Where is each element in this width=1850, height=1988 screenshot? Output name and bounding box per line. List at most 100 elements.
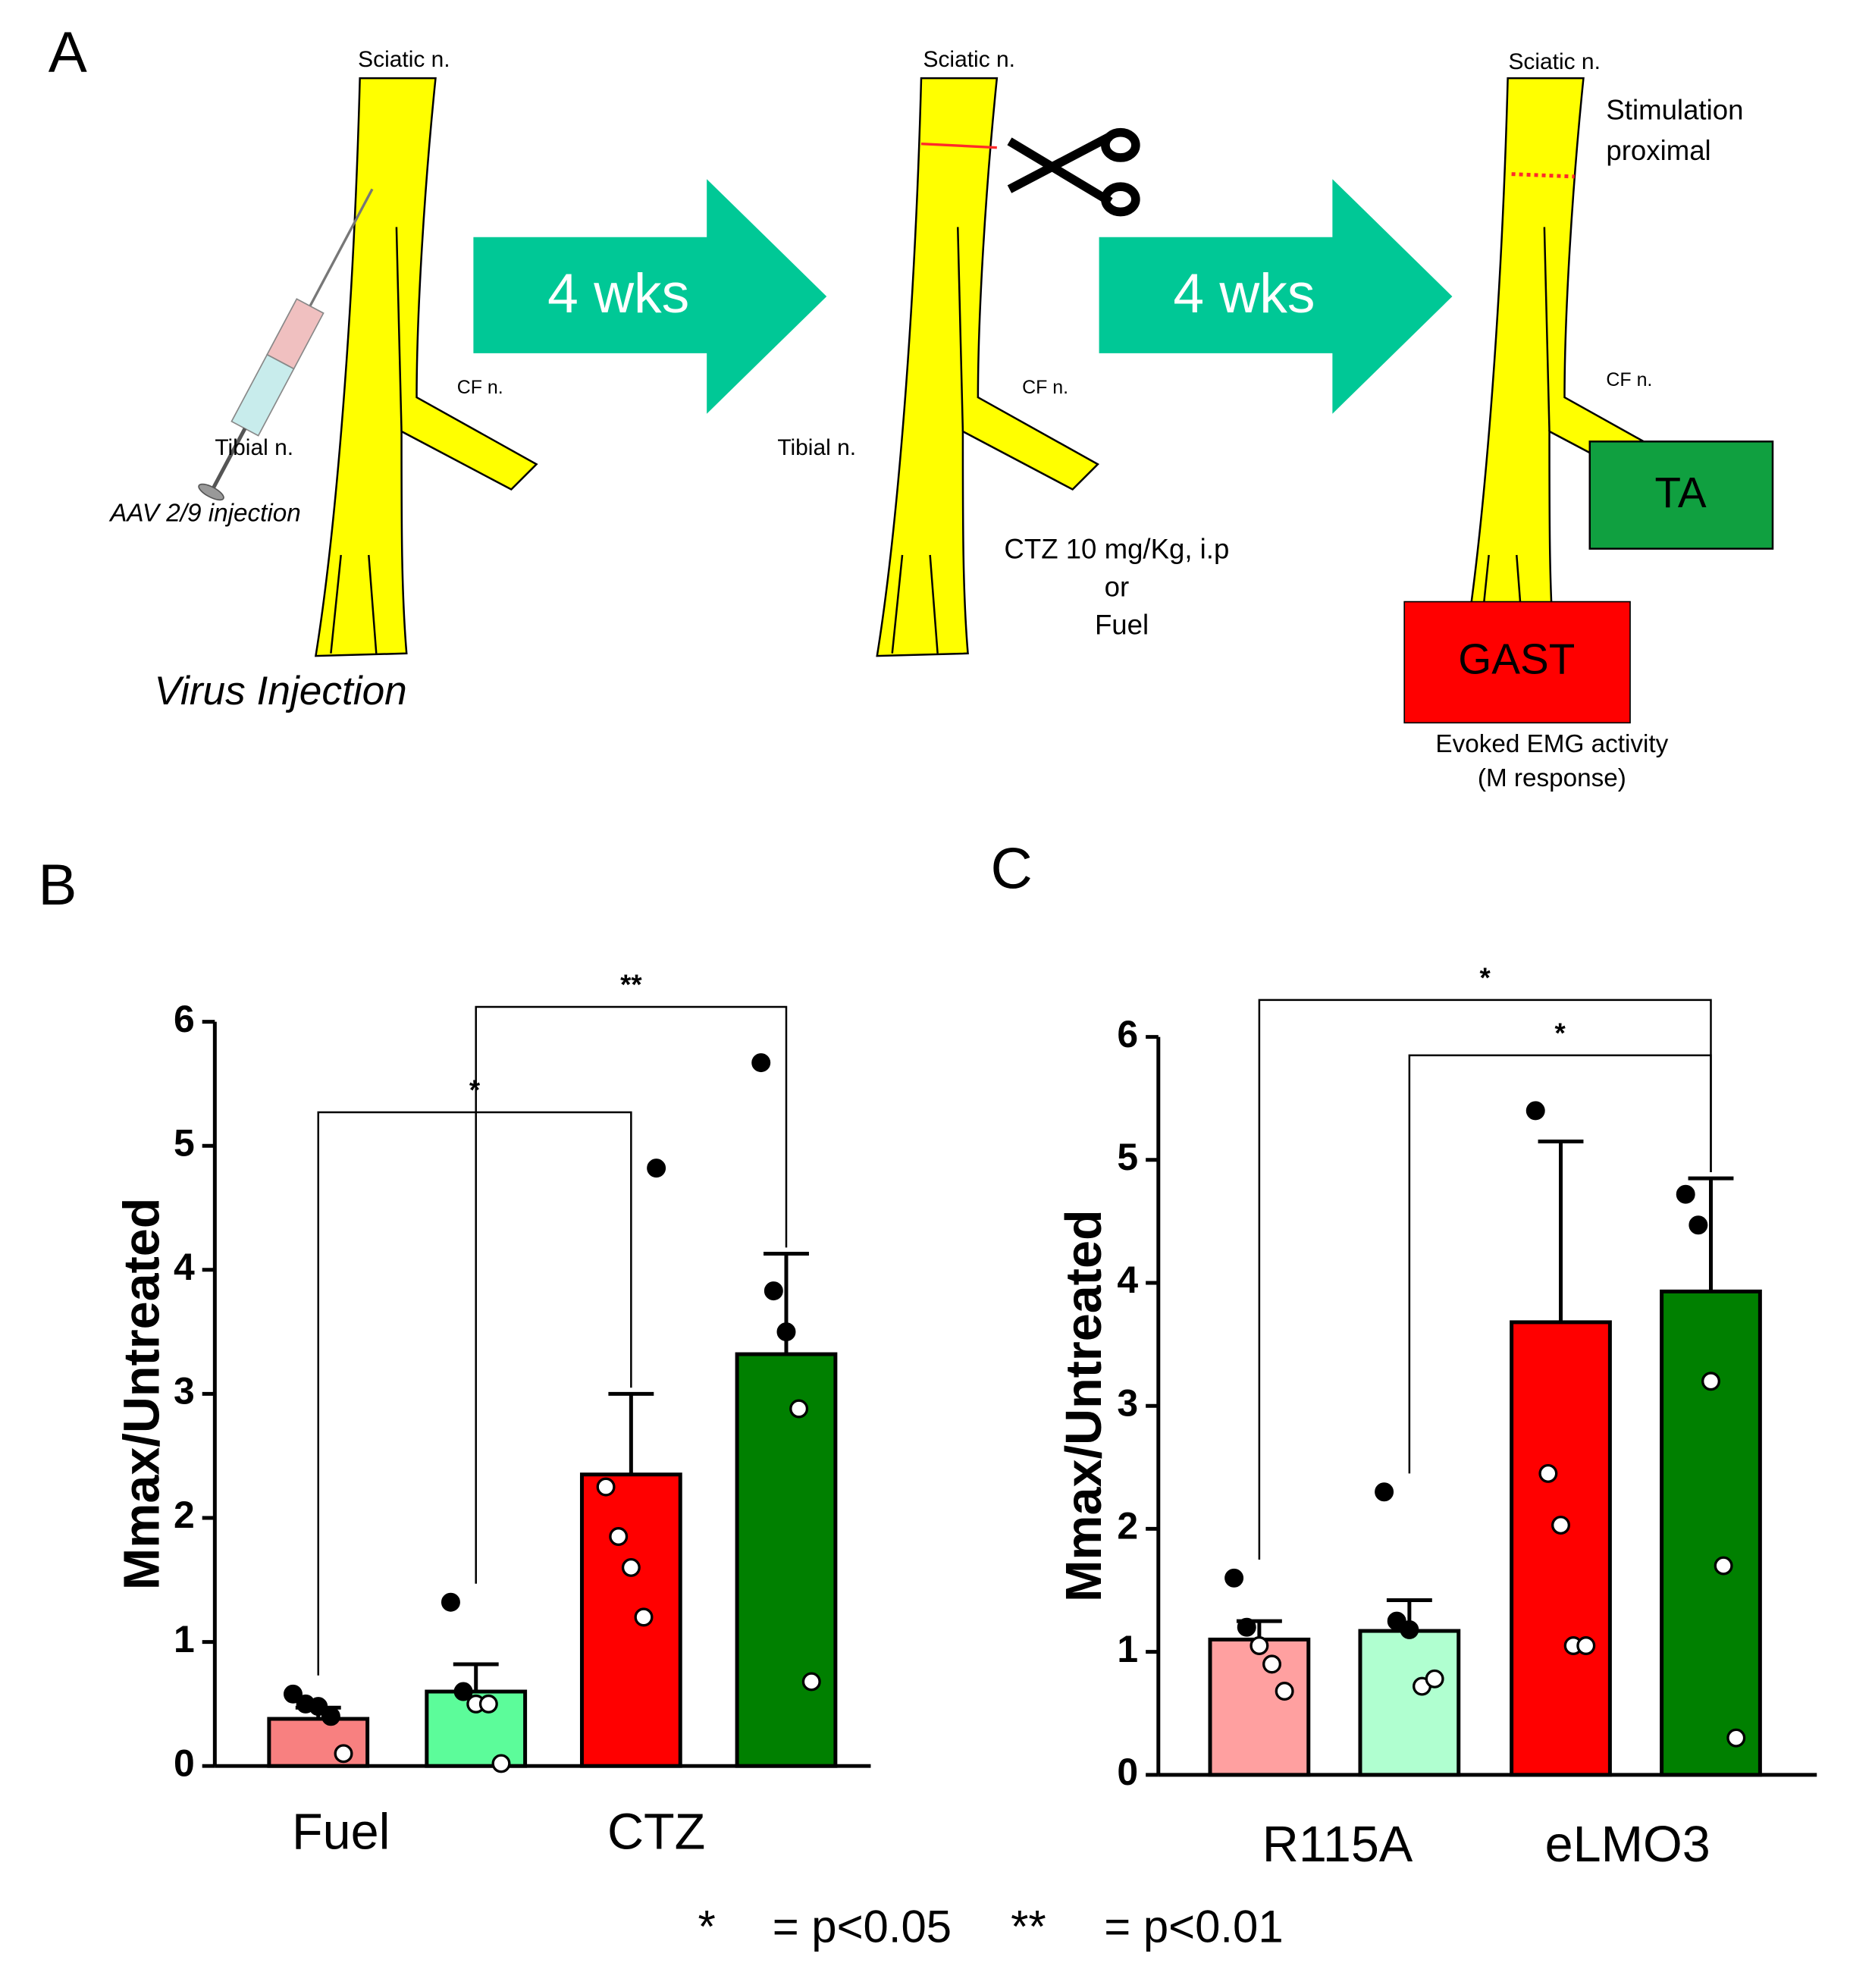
data-point [751, 1053, 771, 1073]
data-point [647, 1159, 666, 1178]
bar-group [1660, 1176, 1762, 1777]
x-tick-label: R115A [1262, 1817, 1413, 1873]
bar-group [425, 1592, 528, 1773]
y-tick-label: 2 [174, 1494, 195, 1536]
significance-bracket [1258, 999, 1712, 1560]
nerve-label: CF n. [1022, 377, 1068, 398]
arrow [1099, 179, 1453, 414]
data-point [309, 1697, 328, 1717]
significance-label: ** [620, 969, 642, 1000]
y-tick-label: 0 [174, 1742, 195, 1784]
significance-label: * [1480, 962, 1491, 993]
data-point [453, 1682, 473, 1701]
scissors [1007, 127, 1140, 217]
y-axis-label: Mmax/Untreated [1056, 1209, 1112, 1602]
arrow-label: 4 wks [1173, 262, 1315, 325]
treatment-label: Fuel [1095, 610, 1149, 641]
data-point [1576, 1636, 1596, 1655]
gast-box [1403, 600, 1631, 724]
y-tick-label: 3 [1117, 1381, 1138, 1424]
bar [1510, 1320, 1612, 1777]
x-tick-label: CTZ [607, 1804, 705, 1860]
y-tick-label: 6 [174, 998, 195, 1040]
x-tick-label: Fuel [292, 1804, 390, 1860]
data-point [609, 1527, 629, 1547]
footnote: = p<0.05 [773, 1901, 952, 1952]
y-tick-label: 1 [174, 1618, 195, 1660]
data-point [764, 1281, 783, 1301]
ta-box [1588, 441, 1774, 550]
nerve-label: Tibial n. [777, 435, 856, 460]
y-tick-label: 0 [1117, 1751, 1138, 1793]
data-point [1262, 1654, 1281, 1674]
data-point [1250, 1636, 1269, 1655]
data-point [491, 1754, 511, 1773]
recording-label: (M response) [1478, 764, 1626, 792]
bar-group [1208, 1568, 1311, 1777]
y-tick-label: 4 [1117, 1259, 1138, 1301]
nerve-label: Tibial n. [215, 435, 293, 460]
footnote: * [698, 1901, 716, 1952]
nerve-label: CF n. [1606, 369, 1652, 390]
syringe [198, 188, 374, 501]
data-point [1387, 1611, 1406, 1631]
panel-label: B [38, 853, 77, 917]
data-point [596, 1477, 616, 1497]
nerve-label: Sciatic n. [923, 47, 1014, 72]
data-point [1375, 1482, 1394, 1502]
bar [267, 1717, 370, 1768]
bar [735, 1352, 838, 1768]
muscle-label: TA [1655, 469, 1707, 516]
data-point [284, 1684, 303, 1704]
data-point [621, 1557, 641, 1577]
stimulation-label: proximal [1606, 135, 1710, 166]
data-point [634, 1607, 654, 1627]
y-tick-label: 6 [1117, 1013, 1138, 1055]
data-point [334, 1744, 353, 1764]
data-point [1676, 1184, 1695, 1204]
data-point [478, 1694, 498, 1714]
y-tick-label: 5 [1117, 1136, 1138, 1178]
data-point [1237, 1617, 1256, 1637]
bar-group [267, 1684, 370, 1768]
panel-label: C [991, 837, 1033, 901]
stimulation-label: Stimulation [1606, 95, 1743, 126]
x-tick-label: eLMO3 [1545, 1817, 1710, 1873]
treatment-label: CTZ 10 mg/Kg, i.p [1004, 534, 1229, 565]
bar-group [579, 1159, 682, 1768]
arrow [473, 179, 827, 414]
significance-label: * [469, 1074, 481, 1105]
bar-group [1358, 1482, 1461, 1777]
significance-bracket [475, 1005, 788, 1584]
bar [1208, 1637, 1311, 1777]
bar [1660, 1289, 1762, 1777]
data-point [1714, 1556, 1733, 1576]
footnote: ** [1011, 1901, 1046, 1952]
treatment-label: or [1105, 572, 1130, 603]
data-point [1425, 1669, 1444, 1689]
significance-bracket [317, 1111, 632, 1676]
y-axis-label: Mmax/Untreated [114, 1198, 170, 1591]
y-tick-label: 2 [1117, 1505, 1138, 1547]
data-point [789, 1399, 809, 1419]
nerve-label: Sciatic n. [358, 47, 450, 72]
arrow-label: 4 wks [547, 262, 689, 325]
data-point [1551, 1516, 1570, 1535]
data-point [776, 1322, 796, 1342]
data-point [1275, 1682, 1294, 1701]
bar [579, 1472, 682, 1768]
bar [1358, 1629, 1461, 1777]
bar-group [735, 1053, 838, 1768]
data-point [1525, 1101, 1545, 1121]
data-point [1689, 1215, 1708, 1235]
nerve-label: Sciatic n. [1508, 49, 1600, 74]
significance-label: * [1555, 1018, 1566, 1049]
data-point [321, 1707, 340, 1726]
data-point [1538, 1463, 1558, 1483]
data-point [801, 1672, 821, 1692]
muscle-label: GAST [1458, 635, 1575, 682]
data-point [1400, 1620, 1419, 1639]
step-label: Virus Injection [154, 669, 406, 713]
